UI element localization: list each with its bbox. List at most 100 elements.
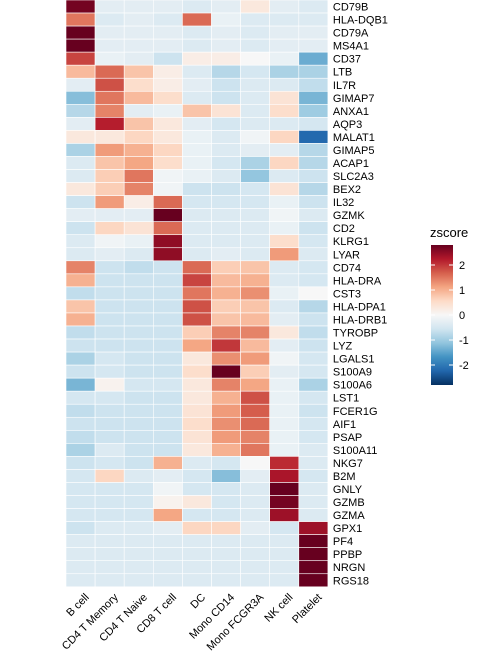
heatmap-cell <box>123 377 154 392</box>
heatmap-cell <box>65 390 96 405</box>
heatmap-cell <box>211 221 241 236</box>
heatmap-cell <box>65 508 96 522</box>
heatmap-cell <box>182 416 212 431</box>
heatmap-cell <box>65 77 96 92</box>
gene-label: HLA-DQB1 <box>333 15 388 27</box>
heatmap-cell <box>182 12 212 27</box>
heatmap-cell <box>240 286 271 301</box>
heatmap-cell <box>211 456 241 470</box>
heatmap-cell <box>182 130 212 144</box>
heatmap-cell <box>269 260 300 275</box>
heatmap-cell <box>211 208 241 222</box>
gene-label: PF4 <box>333 536 353 548</box>
heatmap-cell <box>269 312 300 327</box>
heatmap-cell <box>298 51 329 66</box>
heatmap-cell <box>211 560 241 575</box>
heatmap-cell <box>65 338 96 353</box>
heatmap-cell <box>298 195 329 209</box>
heatmap-cell <box>123 482 154 496</box>
heatmap-cell <box>153 325 183 340</box>
heatmap-cell <box>153 338 183 353</box>
cell-type-label: NK cell <box>262 592 295 625</box>
heatmap-cell <box>94 286 125 301</box>
heatmap-cell <box>182 495 212 509</box>
heatmap-cell <box>240 182 271 196</box>
heatmap-cell <box>298 560 329 575</box>
heatmap-cell <box>123 51 154 66</box>
heatmap-cell <box>269 12 300 27</box>
heatmap-cell <box>240 273 271 288</box>
heatmap-cell <box>269 0 300 14</box>
heatmap-cell <box>211 482 241 496</box>
heatmap-cell <box>123 469 154 483</box>
heatmap-cell <box>65 312 96 327</box>
heatmap-cell <box>269 77 300 92</box>
heatmap-cell <box>298 547 329 562</box>
heatmap-cell <box>65 143 96 157</box>
heatmap-cell <box>211 495 241 509</box>
heatmap-cell <box>182 456 212 470</box>
gene-label: PPBP <box>333 549 362 561</box>
heatmap-cell <box>211 234 241 249</box>
gene-label: BEX2 <box>333 184 361 196</box>
heatmap-cell <box>123 416 154 431</box>
heatmap-cell <box>298 25 329 40</box>
heatmap-cell <box>182 260 212 275</box>
heatmap-cell <box>153 443 183 457</box>
heatmap-cell <box>182 521 212 535</box>
gene-label: IL32 <box>333 197 354 209</box>
gene-label: HLA-DPA1 <box>333 301 386 313</box>
heatmap-cell <box>240 156 271 170</box>
heatmap-cell <box>65 260 96 275</box>
heatmap-cell <box>182 547 212 562</box>
heatmap-cell <box>94 443 125 457</box>
heatmap-cell <box>65 195 96 209</box>
heatmap-cell <box>298 286 329 301</box>
heatmap-cell <box>94 377 125 392</box>
heatmap-cell <box>94 247 125 262</box>
heatmap-cell <box>240 90 271 105</box>
gene-label: NKG7 <box>333 458 363 470</box>
heatmap-cell <box>269 143 300 157</box>
heatmap-cell <box>65 469 96 483</box>
heatmap-cell <box>269 364 300 379</box>
heatmap-cell <box>211 182 241 196</box>
heatmap-cell <box>211 104 241 118</box>
heatmap-cell <box>240 416 271 431</box>
heatmap-cell <box>123 260 154 275</box>
heatmap-cell <box>123 25 154 40</box>
heatmap-cell <box>65 0 96 14</box>
heatmap-cell <box>94 260 125 275</box>
heatmap-cell <box>240 0 271 14</box>
heatmap-cell <box>153 377 183 392</box>
heatmap-cell <box>123 325 154 340</box>
heatmap-cell <box>240 312 271 327</box>
heatmap-cell <box>269 430 300 444</box>
heatmap-cell <box>298 312 329 327</box>
heatmap-cell <box>269 325 300 340</box>
heatmap-cell <box>240 325 271 340</box>
heatmap-cell <box>269 25 300 40</box>
heatmap-cell <box>94 12 125 27</box>
heatmap-cell <box>94 90 125 105</box>
heatmap-cell <box>182 156 212 170</box>
gene-label: LGALS1 <box>333 354 375 366</box>
heatmap-cell <box>123 0 154 14</box>
heatmap-cell <box>94 416 125 431</box>
heatmap-cell <box>123 403 154 418</box>
heatmap-cell <box>153 430 183 444</box>
gene-label: GZMB <box>333 497 365 509</box>
heatmap-cell <box>153 299 183 314</box>
heatmap-cell <box>153 403 183 418</box>
heatmap-cell <box>65 430 96 444</box>
heatmap-cell <box>240 38 271 53</box>
gene-label: CD37 <box>333 54 361 66</box>
heatmap-cell <box>94 403 125 418</box>
heatmap-cell <box>94 77 125 92</box>
heatmap-cell <box>65 482 96 496</box>
heatmap-cell <box>298 143 329 157</box>
heatmap-cell <box>211 377 241 392</box>
heatmap-cell <box>65 534 96 548</box>
heatmap-cell <box>123 38 154 53</box>
heatmap-cell <box>123 64 154 79</box>
